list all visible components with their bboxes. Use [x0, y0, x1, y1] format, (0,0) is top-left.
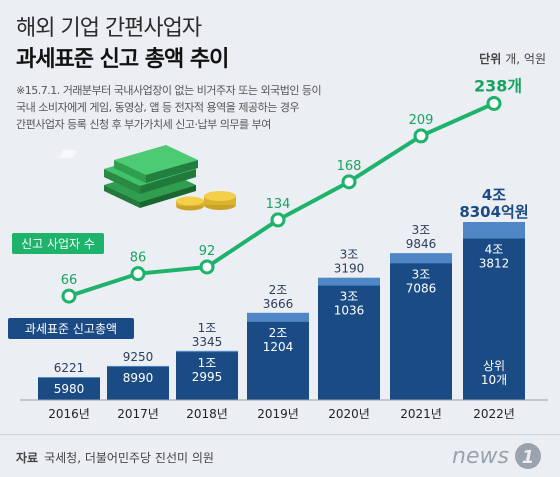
bar-top10-label: 5980	[54, 382, 85, 396]
bar-top10	[390, 263, 452, 400]
bar-total-label: 2조	[269, 283, 288, 297]
cash-stack-icon	[58, 145, 198, 208]
bar-total-label: 3190	[334, 262, 365, 276]
bar-total-label: 4조	[482, 186, 506, 204]
legend-line-tag: 신고 사업자 수	[12, 233, 104, 254]
footer: 자료 국세청, 더불어민주당 진선미 의원 news 1	[0, 434, 560, 477]
legend-bar-tag: 과세표준 신고총액	[8, 318, 134, 339]
logo-circle	[515, 443, 541, 469]
bar-top10	[38, 377, 100, 400]
line-point	[341, 174, 357, 190]
bar-top10-label: 1조	[198, 356, 217, 370]
line-point	[130, 266, 146, 282]
source-label: 자료	[16, 451, 39, 465]
x-tick-label: 2020년	[328, 407, 370, 421]
title-line2: 과세표준 신고 총액 추이	[16, 47, 229, 72]
bar-total-label: 6221	[54, 361, 85, 375]
footnote-line: ※15.7.1. 거래분부터 국내사업장이 없는 비거주자 또는 외국법인 등이	[16, 84, 322, 97]
line-point	[270, 212, 286, 228]
x-axis-labels: 2016년 2017년 2018년 2019년 2020년 2021년 2022년	[48, 407, 515, 421]
footnote-line: 국내 소비자에게 게임, 동영상, 앱 등 전자적 용역을 제공하는 경우	[16, 101, 300, 114]
bar-top10	[107, 366, 169, 400]
bar-inner-note: 상위	[483, 359, 505, 373]
line-point	[486, 95, 502, 111]
legend-line-label: 신고 사업자 수	[21, 237, 95, 251]
unit-label-value: 개, 억원	[505, 52, 546, 66]
footnote-line: 간편사업자 등록 신청 후 부가가치세 신고·납부 의무를 부여	[16, 118, 271, 131]
bars-layer	[38, 222, 525, 400]
chart: 62215980925089901조33451조29952조36662조1204…	[8, 76, 548, 421]
unit-label-key: 단위	[479, 52, 502, 66]
source-value: 국세청, 더불어민주당 진선미 의원	[44, 451, 214, 465]
line-point-label: 168	[337, 159, 362, 174]
bar-total-label: 3666	[263, 297, 294, 311]
bar-top10-label: 1204	[263, 340, 294, 354]
title-line1: 해외 기업 간편사업자	[16, 16, 202, 41]
bar-total-label: 1조	[198, 321, 217, 335]
line-point	[413, 128, 429, 144]
legend-bar-label: 과세표준 신고총액	[25, 322, 117, 336]
line-point	[61, 288, 77, 304]
bar-top10-label: 3조	[412, 267, 431, 281]
logo-number: 1	[522, 447, 535, 468]
bar-top10-label: 2995	[192, 370, 223, 384]
line-point-label: 134	[266, 197, 291, 212]
line-point-label: 66	[61, 273, 78, 288]
bar-inner-note: 10개	[481, 373, 507, 387]
line-point-label: 209	[409, 113, 434, 128]
bar-total-label: 8304억원	[459, 203, 528, 221]
x-tick-label: 2017년	[117, 407, 159, 421]
x-tick-label: 2021년	[400, 407, 442, 421]
bar-top10	[176, 352, 238, 400]
bar-top10-label: 4조	[485, 243, 504, 257]
logo-word: news	[452, 444, 509, 469]
bar-top10-label: 7086	[406, 281, 437, 295]
line-point-label: 238개	[474, 76, 522, 95]
x-tick-label: 2019년	[257, 407, 299, 421]
bar-top10	[463, 238, 525, 400]
line-point	[199, 259, 215, 275]
bar-total-label: 3조	[412, 223, 431, 237]
labels-layer: 62215980925089901조33451조29952조36662조1204…	[54, 76, 529, 396]
money-illustration	[58, 145, 236, 211]
bar-top10-label: 3812	[479, 257, 510, 271]
line-layer	[61, 95, 502, 304]
x-tick-label: 2018년	[186, 407, 228, 421]
bar-total-label: 3345	[192, 335, 223, 349]
x-tick-label: 2022년	[473, 407, 515, 421]
x-tick-label: 2016년	[48, 407, 90, 421]
bar-total-label: 9250	[123, 350, 154, 364]
footnote: ※15.7.1. 거래분부터 국내사업장이 없는 비거주자 또는 외국법인 등이…	[16, 82, 322, 133]
unit-label: 단위 개, 억원	[479, 50, 546, 67]
news1-logo: news 1	[452, 443, 541, 469]
bar-total-label: 3조	[340, 248, 359, 262]
bar-top10-label: 8990	[123, 371, 154, 385]
bar-top10	[247, 321, 309, 400]
bar-top10-label: 3조	[340, 290, 359, 304]
line-point-label: 92	[199, 244, 216, 259]
line-point-label: 86	[130, 251, 147, 266]
bar-top10-label: 2조	[269, 326, 288, 340]
bar-total-label: 9846	[406, 237, 437, 251]
coins-icon	[176, 191, 236, 211]
source-text: 자료 국세청, 더불어민주당 진선미 의원	[16, 449, 214, 466]
bar-top10	[318, 285, 380, 400]
bar-top10-label: 1036	[334, 304, 365, 318]
